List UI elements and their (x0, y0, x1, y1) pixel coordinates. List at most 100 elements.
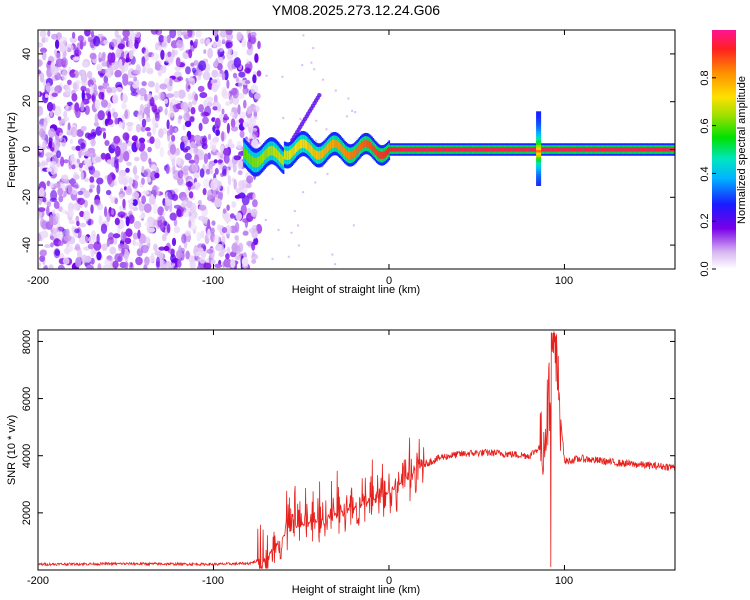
signal-band (411, 147, 414, 152)
noise-speckle (76, 220, 80, 227)
noise-speckle (92, 151, 96, 158)
noise-speckle (331, 253, 334, 256)
noise-speckle (59, 36, 68, 45)
snr-y-tick-3: 8000 (21, 330, 33, 354)
noise-speckle (133, 241, 141, 246)
signal-band (509, 147, 512, 152)
noise-speckle (68, 244, 74, 252)
noise-speckle (73, 49, 82, 57)
noise-speckle (293, 209, 296, 213)
noise-speckle (219, 30, 228, 38)
noise-speckle (256, 70, 262, 77)
noise-speckle (83, 210, 91, 222)
noise-speckle (203, 262, 212, 269)
noise-speckle (184, 152, 192, 161)
noise-speckle (237, 159, 244, 170)
noise-speckle (176, 39, 184, 49)
signal-band (603, 147, 605, 152)
noise-speckle (235, 77, 239, 83)
signal-band (341, 145, 344, 154)
noise-speckle (168, 107, 175, 118)
noise-speckle (140, 125, 146, 132)
noise-speckle (174, 66, 182, 71)
noise-speckle (78, 148, 82, 159)
noise-speckle (97, 85, 104, 90)
noise-speckle (112, 93, 119, 105)
signal-spike (536, 161, 542, 165)
signal-band (417, 147, 420, 152)
signal-band (340, 143, 343, 152)
signal-band (567, 147, 570, 152)
signal-band (532, 147, 534, 152)
noise-speckle (60, 209, 68, 214)
noise-speckle (76, 158, 80, 164)
noise-speckle (187, 30, 193, 38)
signal-band (452, 147, 454, 152)
noise-speckle (210, 179, 218, 191)
noise-speckle (209, 138, 218, 147)
signal-band (405, 147, 408, 152)
signal-band (648, 147, 651, 152)
noise-speckle (122, 198, 126, 209)
noise-speckle (132, 232, 139, 240)
noise-speckle (45, 82, 51, 92)
noise-speckle (71, 31, 76, 39)
noise-speckle (187, 101, 193, 109)
noise-speckle (138, 214, 145, 219)
noise-speckle (234, 221, 240, 233)
noise-speckle (38, 198, 42, 206)
snr-y-tick-0: 2000 (21, 501, 33, 525)
signal-band (462, 147, 464, 152)
signal-band (256, 157, 259, 168)
signal-band (263, 151, 265, 162)
noise-speckle (230, 118, 236, 128)
signal-band (565, 147, 567, 152)
noise-speckle (180, 196, 189, 202)
signal-band (615, 147, 618, 152)
noise-speckle (81, 71, 86, 78)
signal-band (527, 147, 529, 152)
signal-band (522, 147, 524, 152)
noise-speckle (104, 206, 108, 218)
signal-band (247, 151, 249, 162)
signal-band (394, 147, 397, 152)
signal-band (477, 147, 480, 152)
noise-speckle (167, 131, 171, 142)
noise-speckle (296, 224, 300, 227)
noise-speckle (213, 159, 218, 164)
noise-speckle (149, 136, 155, 145)
noise-speckle (51, 92, 58, 98)
noise-speckle (124, 261, 129, 269)
signal-spike (536, 128, 542, 131)
noise-speckle (133, 76, 138, 82)
signal-band (579, 147, 582, 152)
signal-band (303, 139, 306, 149)
noise-speckle (154, 138, 161, 150)
signal-band (259, 155, 262, 166)
noise-speckle (197, 85, 205, 92)
snr-frame (37, 329, 676, 571)
signal-band (301, 139, 303, 149)
noise-speckle (80, 171, 84, 181)
noise-speckle (70, 177, 75, 187)
noise-speckle (133, 220, 142, 230)
noise-speckle (53, 182, 61, 189)
noise-speckle (126, 161, 132, 166)
signal-band (514, 147, 517, 152)
noise-speckle (125, 167, 130, 173)
noise-speckle (91, 95, 95, 101)
signal-band (355, 148, 357, 157)
signal-spike (536, 154, 542, 158)
signal-band (524, 147, 527, 152)
signal-band (631, 147, 634, 152)
noise-speckle (175, 249, 183, 259)
signal-band (430, 147, 432, 152)
signal-band (589, 147, 592, 152)
signal-band (410, 147, 413, 152)
noise-speckle (118, 243, 125, 249)
noise-speckle (227, 175, 232, 186)
noise-speckle (38, 90, 41, 98)
noise-speckle (200, 230, 205, 239)
noise-speckle (155, 42, 159, 51)
noise-speckle (85, 88, 91, 94)
